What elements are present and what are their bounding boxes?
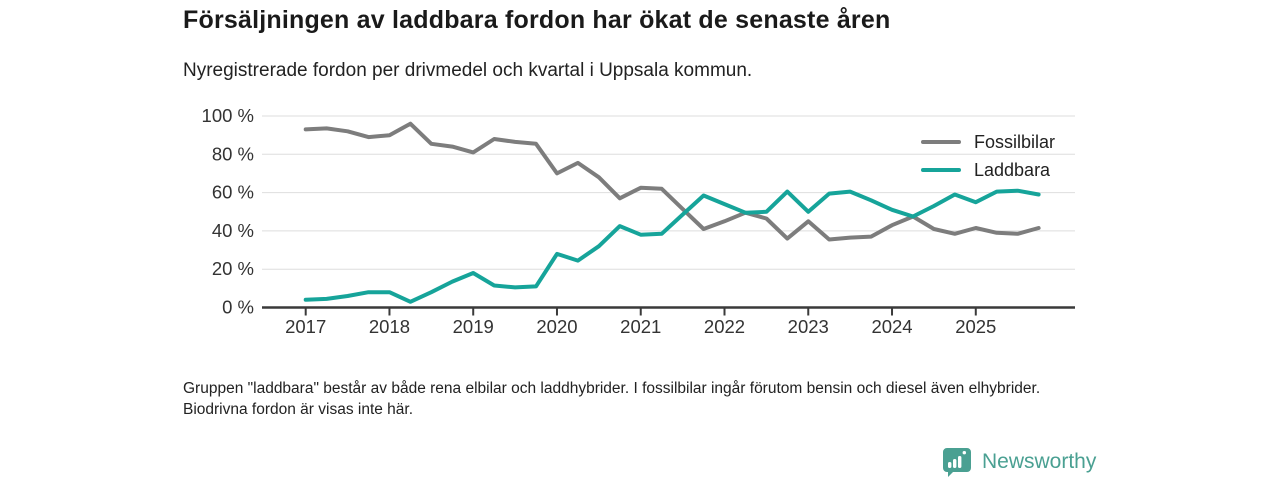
x-tick-label-2021: 2021	[620, 316, 661, 337]
newsworthy-logo: Newsworthy	[941, 446, 1096, 478]
chart-title: Försäljningen av laddbara fordon har öka…	[183, 6, 891, 34]
y-tick-label-20: 20 %	[212, 258, 254, 279]
legend-label: Fossilbilar	[974, 131, 1056, 152]
series-line-fossilbilar	[303, 121, 1041, 242]
y-tick-label-100: 100 %	[202, 105, 254, 126]
x-tick-label-2018: 2018	[369, 316, 410, 337]
x-tick-label-2024: 2024	[871, 316, 912, 337]
y-tick-label-0: 0 %	[222, 297, 254, 318]
series-line-laddbara	[303, 188, 1041, 304]
y-tick-label-40: 40 %	[212, 220, 254, 241]
laddbara-line-swatch	[921, 168, 961, 172]
y-tick-label-80: 80 %	[212, 143, 254, 164]
bar-chart-speech-bubble-icon	[943, 448, 971, 477]
brand-name: Newsworthy	[982, 450, 1097, 473]
legend-item-fossilbilar: Fossilbilar	[921, 131, 1055, 153]
fossilbilar-line-swatch	[921, 140, 961, 144]
legend-item-laddbara: Laddbara	[921, 159, 1055, 181]
chart-footnote: Gruppen "laddbara" består av både rena e…	[183, 380, 1041, 418]
chart-legend: Fossilbilar Laddbara	[921, 131, 1055, 181]
x-tick-label-2019: 2019	[453, 316, 494, 337]
legend-label: Laddbara	[974, 159, 1051, 180]
x-tick-label-2017: 2017	[285, 316, 326, 337]
x-tick-label-2023: 2023	[788, 316, 829, 337]
x-tick-label-2022: 2022	[704, 316, 745, 337]
chart-subtitle: Nyregistrerade fordon per drivmedel och …	[183, 60, 753, 81]
x-tick-label-2020: 2020	[536, 316, 577, 337]
x-tick-label-2025: 2025	[955, 316, 996, 337]
y-tick-label-60: 60 %	[212, 182, 254, 203]
